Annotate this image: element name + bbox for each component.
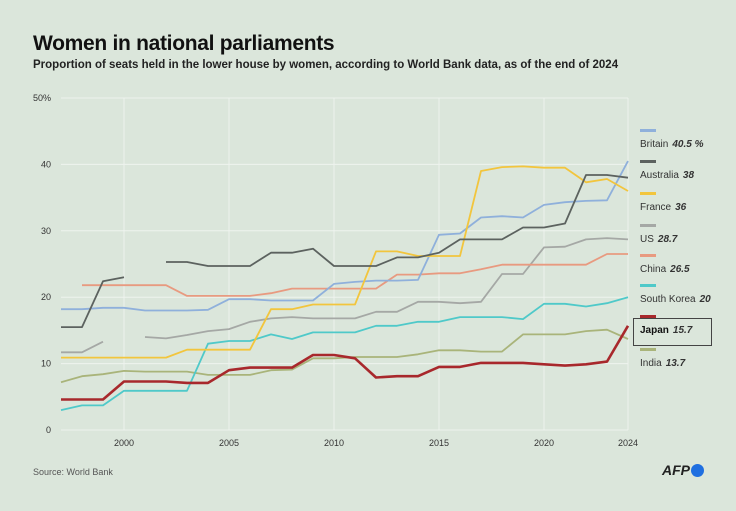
legend-label: India (640, 358, 662, 369)
series-line-south-korea (60, 296, 629, 411)
legend-swatch (640, 284, 656, 287)
legend-value: 20 (699, 294, 711, 305)
legend-item-britain: Britain 40.5 % (640, 129, 704, 150)
legend-label: US (640, 234, 654, 245)
legend-item-china: China 26.5 (640, 254, 690, 275)
series-line-china (82, 253, 628, 297)
legend-label: China (640, 264, 667, 275)
legend-label: Britain (640, 139, 669, 150)
legend-value: 36 (675, 202, 687, 213)
legend-swatch (640, 348, 656, 351)
legend-label: South Korea (640, 294, 696, 305)
legend-swatch (640, 160, 656, 163)
legend-value: 26.5 (670, 264, 690, 275)
legend-label: France (640, 202, 672, 213)
series-line-japan (61, 325, 630, 401)
legend-value: 15.7 (672, 325, 693, 336)
legend-swatch (640, 224, 656, 227)
logo-dot-icon (691, 463, 704, 477)
x-tick-label: 2000 (114, 438, 134, 448)
legend-value: 40.5 % (672, 139, 704, 150)
chart-title: Women in national parliaments (33, 32, 335, 55)
chart-subtitle: Proportion of seats held in the lower ho… (33, 59, 619, 71)
x-tick-label: 2024 (618, 438, 638, 448)
logo-text: AFP (662, 462, 690, 478)
x-tick-label: 2005 (219, 438, 239, 448)
series-line-france (61, 165, 629, 359)
y-tick-label: 50% (33, 93, 51, 103)
y-tick-label: 20 (41, 292, 51, 302)
legend-item-france: France 36 (640, 192, 687, 213)
y-tick-label: 0 (46, 425, 51, 435)
x-tick-label: 2015 (429, 438, 449, 448)
y-tick-label: 30 (41, 226, 51, 236)
legend-item-us: US 28.7 (640, 224, 678, 245)
y-tick-label: 40 (41, 159, 51, 169)
legend-swatch (640, 129, 656, 132)
legend-swatch (640, 315, 656, 318)
legend-value: 38 (682, 170, 695, 181)
legend-item-japan: Japan 15.7 (640, 315, 693, 336)
legend-item-south-korea: South Korea 20 (640, 284, 711, 305)
legend-swatch (640, 254, 656, 257)
legend-swatch (640, 192, 656, 195)
highlight-box (633, 318, 712, 346)
legend-value: 28.7 (657, 234, 678, 245)
x-tick-label: 2010 (324, 438, 344, 448)
afp-logo: AFP (662, 462, 704, 478)
x-tick-label: 2020 (534, 438, 554, 448)
legend-label: Japan (640, 325, 669, 336)
legend-item-india: India 13.7 (640, 348, 686, 369)
y-tick-label: 10 (41, 359, 51, 369)
legend-item-australia: Australia 38 (640, 160, 695, 181)
series-line-us (61, 237, 629, 354)
legend-label: Australia (640, 170, 679, 181)
legend-value: 13.7 (665, 358, 686, 369)
source-note: Source: World Bank (33, 467, 113, 477)
series-line-australia (61, 174, 629, 328)
series-line-britain (61, 160, 629, 312)
